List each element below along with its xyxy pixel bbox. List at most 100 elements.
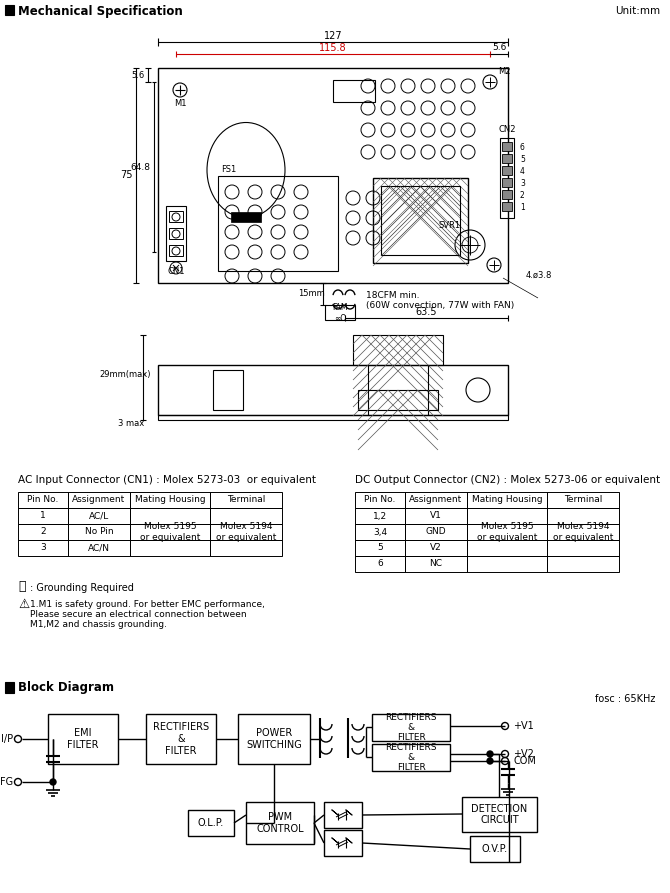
Bar: [324, 802, 362, 828]
Bar: [467, 540, 547, 556]
Text: 3: 3: [40, 544, 46, 553]
Bar: [169, 211, 183, 222]
Text: 3: 3: [520, 179, 525, 188]
Text: CN1: CN1: [168, 266, 185, 276]
Text: ⚠: ⚠: [18, 598, 29, 611]
Bar: [166, 206, 186, 261]
Bar: [169, 245, 183, 256]
Bar: [381, 186, 460, 255]
Text: Molex 5195
or equivalent: Molex 5195 or equivalent: [140, 522, 200, 542]
Bar: [500, 138, 514, 218]
Text: Unit:mm: Unit:mm: [615, 6, 660, 16]
Bar: [18, 540, 68, 556]
Bar: [547, 508, 619, 524]
Bar: [246, 802, 314, 844]
Text: NC: NC: [429, 560, 442, 569]
Bar: [5, 5, 14, 15]
Bar: [355, 508, 405, 524]
Text: RECTIFIERS
&
FILTER: RECTIFIERS & FILTER: [153, 722, 209, 755]
Bar: [502, 166, 512, 175]
Bar: [158, 415, 508, 420]
Text: M1: M1: [174, 99, 186, 109]
Text: Terminal: Terminal: [227, 496, 265, 505]
Bar: [405, 492, 467, 508]
Bar: [467, 492, 547, 508]
Text: COM: COM: [513, 756, 536, 766]
Bar: [502, 202, 512, 211]
Bar: [502, 142, 512, 151]
Text: FAM
∞O: FAM ∞O: [332, 304, 348, 322]
Text: 6: 6: [377, 560, 383, 569]
Text: 5.6: 5.6: [492, 44, 507, 53]
Bar: [130, 492, 210, 508]
Bar: [18, 524, 68, 540]
Text: No Pin: No Pin: [84, 528, 113, 537]
Text: SVR1: SVR1: [439, 221, 461, 230]
Bar: [146, 714, 216, 764]
Text: Mating Housing: Mating Housing: [472, 496, 542, 505]
Text: Please secure an electrical connection between: Please secure an electrical connection b…: [30, 610, 247, 619]
Text: ⏚: ⏚: [18, 580, 25, 593]
Bar: [210, 540, 282, 556]
Bar: [547, 492, 619, 508]
Text: GND: GND: [425, 528, 446, 537]
Text: : Grounding Required: : Grounding Required: [30, 583, 134, 593]
Text: 5: 5: [520, 154, 525, 163]
Bar: [405, 556, 467, 572]
Text: Block Diagram: Block Diagram: [18, 680, 114, 694]
Text: 115.8: 115.8: [319, 43, 347, 53]
Bar: [502, 178, 512, 187]
Bar: [355, 492, 405, 508]
Text: O.V.P.: O.V.P.: [482, 844, 508, 854]
Bar: [502, 190, 512, 199]
Bar: [169, 228, 183, 239]
Bar: [355, 524, 405, 540]
Bar: [130, 508, 210, 524]
Bar: [68, 540, 130, 556]
Text: I/P: I/P: [1, 734, 13, 744]
Circle shape: [487, 751, 493, 757]
Text: M2: M2: [498, 68, 511, 77]
Text: 18CFM min.
(60W convection, 77W with FAN): 18CFM min. (60W convection, 77W with FAN…: [366, 291, 515, 311]
Text: Molex 5194
or equivalent: Molex 5194 or equivalent: [553, 522, 613, 542]
Text: 4: 4: [520, 166, 525, 176]
Text: 6: 6: [520, 143, 525, 152]
Text: 5: 5: [377, 544, 383, 553]
Bar: [467, 524, 547, 540]
Bar: [405, 524, 467, 540]
Circle shape: [172, 230, 180, 238]
Text: PWM
CONTROL: PWM CONTROL: [256, 813, 304, 834]
Bar: [470, 836, 520, 862]
Text: 1: 1: [40, 512, 46, 521]
Text: Mating Housing: Mating Housing: [135, 496, 205, 505]
Text: O.L.P.: O.L.P.: [198, 818, 224, 828]
Bar: [467, 508, 547, 524]
Text: Pin No.: Pin No.: [27, 496, 59, 505]
Text: 3,4: 3,4: [373, 528, 387, 537]
Bar: [188, 810, 234, 836]
Bar: [467, 556, 547, 572]
Text: Mechanical Specification: Mechanical Specification: [18, 4, 183, 18]
Bar: [324, 830, 362, 856]
Text: Molex 5195
or equivalent: Molex 5195 or equivalent: [477, 522, 537, 542]
Text: 15mm: 15mm: [297, 289, 324, 298]
Bar: [5, 682, 14, 693]
Text: 1.M1 is safety ground. For better EMC performance,: 1.M1 is safety ground. For better EMC pe…: [30, 600, 265, 609]
Text: 29mm(max): 29mm(max): [99, 371, 151, 380]
Text: 1,2: 1,2: [373, 512, 387, 521]
Bar: [405, 540, 467, 556]
Text: POWER
SWITCHING: POWER SWITCHING: [246, 728, 302, 750]
Text: RECTIFIERS
&
FILTER: RECTIFIERS & FILTER: [385, 713, 437, 742]
Text: FS1: FS1: [221, 165, 237, 174]
Bar: [373, 178, 468, 263]
Text: 2: 2: [40, 528, 46, 537]
Text: +V1: +V1: [513, 721, 534, 731]
Text: DETECTION
CIRCUIT: DETECTION CIRCUIT: [472, 804, 528, 825]
Text: 1: 1: [520, 203, 525, 212]
Text: fosc : 65KHz: fosc : 65KHz: [595, 694, 655, 704]
Bar: [502, 154, 512, 163]
Bar: [353, 335, 443, 365]
Bar: [68, 508, 130, 524]
Bar: [355, 540, 405, 556]
Bar: [210, 492, 282, 508]
